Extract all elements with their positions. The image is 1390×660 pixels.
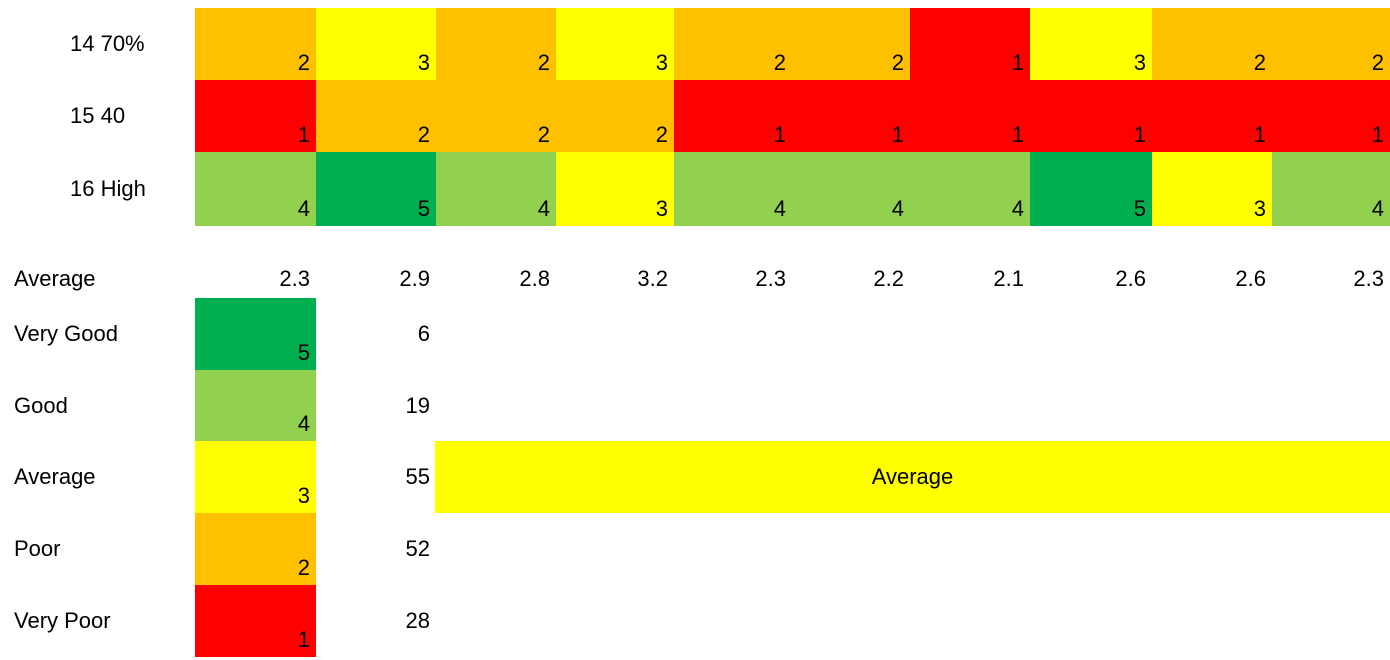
legend-label: Very Good [14, 321, 118, 346]
average-cell: 2.1 [993, 266, 1024, 291]
average-cell: 2.6 [1115, 266, 1146, 291]
score-cell: 2 [556, 80, 674, 152]
legend-label: Average [14, 464, 96, 489]
score-cell: 2 [1272, 8, 1390, 80]
average-cell: 2.2 [873, 266, 904, 291]
score-cell: 1 [1152, 80, 1272, 152]
score-cell: 2 [436, 8, 556, 80]
legend-swatch: 1 [195, 585, 316, 657]
score-cell: 2 [436, 80, 556, 152]
average-cell: 2.6 [1235, 266, 1266, 291]
score-cell: 3 [556, 152, 674, 226]
row-label: 14 70% [70, 31, 145, 56]
row-label: 15 40 [70, 103, 126, 128]
legend-count: 52 [405, 536, 430, 561]
average-cell: 3.2 [637, 266, 668, 291]
score-cell: 1 [1272, 80, 1390, 152]
legend-count: 6 [417, 321, 430, 346]
score-cell: 3 [316, 8, 436, 80]
score-cell: 4 [436, 152, 556, 226]
score-cell: 2 [1152, 8, 1272, 80]
score-cell: 2 [674, 8, 792, 80]
legend-swatch: 3 [195, 441, 316, 513]
score-cell: 2 [316, 80, 436, 152]
score-cell: 4 [674, 152, 792, 226]
score-cell: 4 [910, 152, 1030, 226]
score-cell: 4 [1272, 152, 1390, 226]
score-cell: 5 [316, 152, 436, 226]
row-label: 16 High [70, 176, 146, 201]
score-cell: 1 [910, 80, 1030, 152]
legend-count: 19 [405, 392, 430, 418]
score-cell: 1 [674, 80, 792, 152]
overall-rating-label: Average [871, 464, 954, 489]
score-cell: 3 [556, 8, 674, 80]
score-cell: 1 [1030, 80, 1152, 152]
average-cell: 2.3 [1353, 266, 1384, 291]
average-cell: 2.3 [279, 266, 310, 291]
score-cell: 4 [195, 152, 316, 226]
score-cell: 4 [792, 152, 910, 226]
score-cell: 1 [792, 80, 910, 152]
average-cell: 2.9 [399, 266, 430, 291]
legend-count: 28 [405, 608, 430, 633]
legend-label: Very Poor [14, 608, 111, 633]
score-cell: 1 [910, 8, 1030, 80]
score-cell: 2 [792, 8, 910, 80]
average-cell: 2.3 [755, 266, 786, 291]
score-cell: 2 [195, 8, 316, 80]
legend-count: 55 [405, 464, 430, 489]
average-row-label: Average [14, 266, 96, 291]
legend-label: Good [14, 392, 68, 418]
overall-rating-banner: Average [435, 441, 1390, 513]
legend-swatch: 4 [195, 370, 316, 441]
legend-swatch: 2 [195, 513, 316, 585]
legend-label: Poor [14, 536, 61, 561]
legend-swatch: 5 [195, 298, 316, 370]
score-cell: 3 [1152, 152, 1272, 226]
score-cell: 3 [1030, 8, 1152, 80]
average-cell: 2.8 [519, 266, 550, 291]
score-cell: 1 [195, 80, 316, 152]
score-cell: 5 [1030, 152, 1152, 226]
